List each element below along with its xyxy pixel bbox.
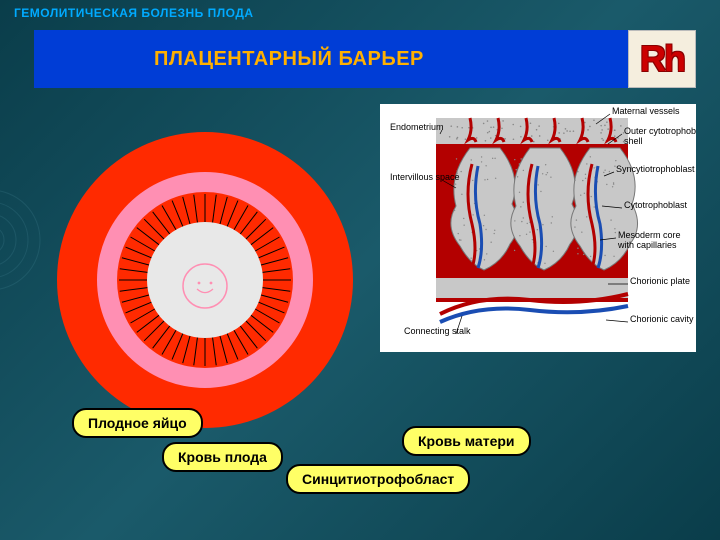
- figure-label: Cytotrophoblast: [624, 200, 688, 210]
- inner-grey-disc: [147, 222, 263, 338]
- page-top-label: ГЕМОЛИТИЧЕСКАЯ БОЛЕЗНЬ ПЛОДА: [14, 6, 254, 20]
- figure-label: Syncytiotrophoblast: [616, 164, 695, 174]
- rh-badge: Rh: [628, 30, 696, 88]
- title-bar: ПЛАЦЕНТАРНЫЙ БАРЬЕР: [34, 30, 684, 88]
- figure-label: Endometrium: [390, 122, 444, 132]
- figure-label: Connecting stalk: [404, 326, 471, 336]
- figure-label: Maternal vessels: [612, 106, 680, 116]
- callout-syncytio: Синцитиотрофобласт: [286, 464, 470, 494]
- anatomy-figure: Endometrium Intervillous space Connecting …: [380, 104, 696, 352]
- figure-label: Chorionic plate: [630, 276, 690, 286]
- callout-fetal-blood: Кровь плода: [162, 442, 283, 472]
- figure-label: Outer cytotrophoblastshell: [624, 126, 696, 146]
- rh-text: Rh: [640, 38, 684, 80]
- figure-label: Mesoderm corewith capillaries: [617, 230, 681, 250]
- callouts-container: Плодное яйцо Кровь плода Кровь матери Синци…: [72, 408, 632, 508]
- callout-maternal-blood: Кровь матери: [402, 426, 531, 456]
- circle-diagram: [55, 130, 355, 430]
- figure-label: Chorionic cavity: [630, 314, 694, 324]
- figure-label: Intervillous space: [390, 172, 460, 182]
- callout-ovum: Плодное яйцо: [72, 408, 203, 438]
- page-title: ПЛАЦЕНТАРНЫЙ БАРЬЕР: [154, 48, 424, 71]
